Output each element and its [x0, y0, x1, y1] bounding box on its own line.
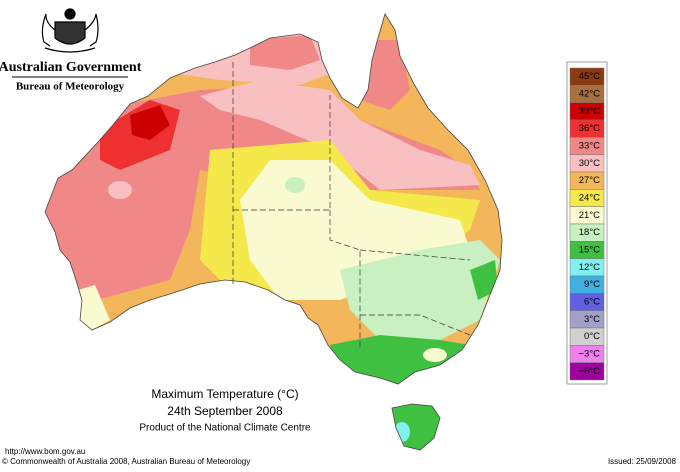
footer-url: http://www.bom.gov.au	[5, 447, 85, 456]
legend-label: −3°C	[579, 349, 601, 360]
legend-label: 24°C	[579, 193, 600, 204]
legend-label: 12°C	[579, 262, 600, 273]
tasmania-coast	[391, 403, 441, 451]
footer-copyright: © Commonwealth of Australia 2008, Austra…	[2, 457, 250, 466]
legend-label: 27°C	[579, 175, 600, 186]
legend-label: 33°C	[579, 141, 600, 152]
legend-label: 6°C	[584, 297, 600, 308]
legend: 45°C 42°C 39°C 36°C 33°C 30°C 27°C 24°C 21°C 18°C…	[566, 61, 608, 385]
caption-date: 24th September 2008	[167, 404, 283, 418]
legend-label: 39°C	[579, 106, 600, 117]
legend-label: 0°C	[584, 331, 600, 342]
legend-label: 15°C	[579, 245, 600, 256]
state-borders	[232, 62, 471, 350]
header-title: Australian Government	[0, 60, 142, 75]
footer-issued: Issued: 25/09/2008	[608, 457, 677, 466]
legend-label: 45°C	[579, 71, 600, 82]
legend-label: 21°C	[579, 210, 600, 221]
legend-label: 30°C	[579, 158, 600, 169]
legend-swatch	[569, 362, 605, 381]
legend-label: 3°C	[584, 314, 600, 325]
coastline	[44, 13, 503, 385]
header-subtitle: Bureau of Meteorology	[16, 81, 125, 93]
coat-of-arms	[41, 8, 99, 53]
legend-label: 36°C	[579, 123, 600, 134]
legend-label: 18°C	[579, 227, 600, 238]
caption-product: Product of the National Climate Centre	[139, 423, 311, 434]
legend-label: 9°C	[584, 279, 600, 290]
legend-label: −6°C	[579, 366, 601, 377]
tasmania	[392, 404, 440, 450]
caption-title: Maximum Temperature (°C)	[151, 387, 298, 401]
legend-label: 42°C	[579, 89, 600, 100]
